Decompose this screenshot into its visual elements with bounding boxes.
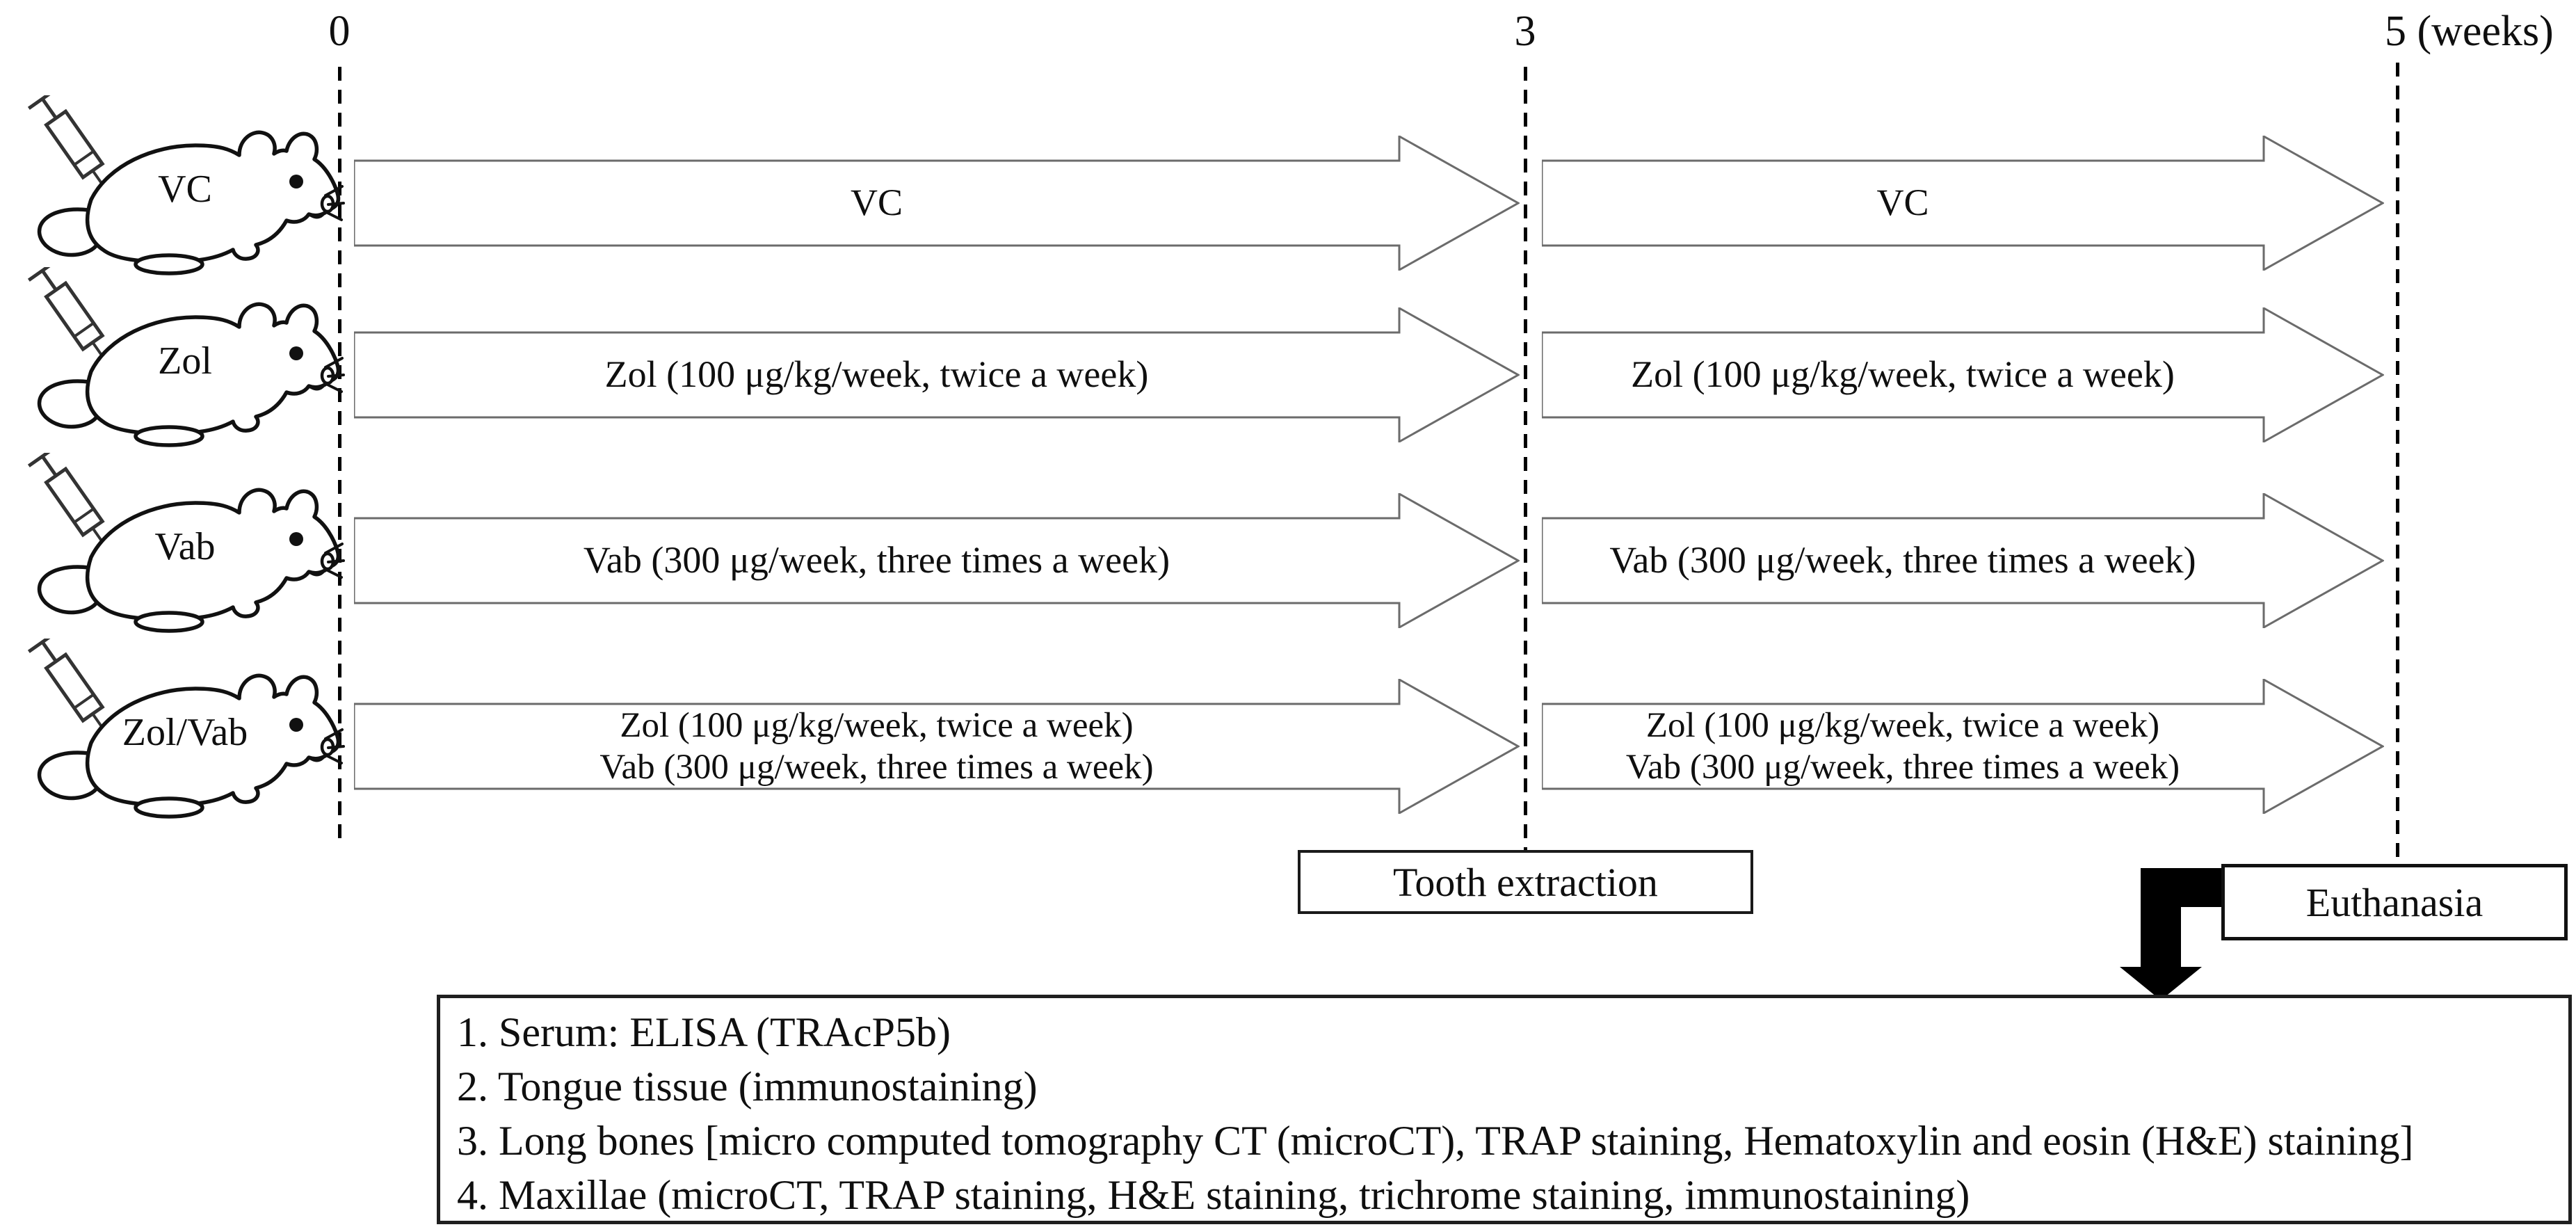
arrow-vc-phase1: VC: [354, 136, 1520, 271]
arrow-text: Vab (300 μg/week, three times a week): [599, 748, 1154, 787]
arrow-text: Zol (100 μg/kg/week, twice a week): [1645, 705, 2160, 745]
analysis-item-tongue: 2. Tongue tissue (immunostaining): [457, 1064, 1038, 1109]
arrow-vab-phase1: Vab (300 μg/week, three times a week): [354, 493, 1520, 628]
arrow-zol-phase2: Zol (100 μg/kg/week, twice a week): [1542, 307, 2384, 442]
arrow-zolvab-phase1: Zol (100 μg/kg/week, twice a week) Vab (…: [354, 679, 1520, 814]
group-label-zolvab: Zol/Vab: [122, 711, 248, 754]
analyses-box: 1. Serum: ELISA (TRAcP5b) 2. Tongue tiss…: [437, 995, 2572, 1224]
analysis-item-maxillae: 4. Maxillae (microCT, TRAP staining, H&E…: [457, 1172, 1970, 1218]
down-elbow-arrow: [2120, 868, 2232, 1000]
mouse-zol: Zol: [4, 267, 345, 469]
right-block-arrow: [1542, 136, 2384, 271]
arrow-text: Vab (300 μg/week, three times a week): [583, 539, 1170, 582]
timeline-week0-label: 0: [328, 8, 351, 55]
arrow-zol-phase1: Zol (100 μg/kg/week, twice a week): [354, 307, 1520, 442]
arrow-text: VC: [1876, 182, 1929, 224]
arrow-text: Vab (300 μg/week, three times a week): [1625, 748, 2180, 787]
dashed-line-week3: [1524, 67, 1527, 851]
analysis-item-long-bones: 3. Long bones [micro computed tomography…: [457, 1118, 2414, 1164]
right-block-arrow: [354, 679, 1520, 814]
arrow-text: Zol (100 μg/kg/week, twice a week): [1631, 353, 2175, 396]
arrow-vab-phase2: Vab (300 μg/week, three times a week): [1542, 493, 2384, 628]
arrow-text: Zol (100 μg/kg/week, twice a week): [604, 353, 1149, 396]
analysis-item-serum: 1. Serum: ELISA (TRAcP5b): [457, 1009, 951, 1055]
right-block-arrow: [354, 493, 1520, 628]
mouse-zolvab: Zol/Vab: [4, 639, 345, 840]
right-block-arrow: [1542, 493, 2384, 628]
group-label-vc: VC: [158, 168, 212, 211]
dashed-line-week5: [2396, 63, 2399, 865]
arrow-zolvab-phase2: Zol (100 μg/kg/week, twice a week) Vab (…: [1542, 679, 2384, 814]
right-block-arrow: [354, 136, 1520, 271]
timeline-week5-label: 5 (weeks): [2385, 8, 2554, 55]
arrow-text: VC: [850, 182, 903, 224]
arrow-text: Zol (100 μg/kg/week, twice a week): [620, 705, 1134, 745]
tooth-extraction-box: Tooth extraction: [1298, 850, 1753, 914]
right-block-arrow: [1542, 679, 2384, 814]
timeline-week3-label: 3: [1514, 8, 1536, 55]
arrow-vc-phase2: VC: [1542, 136, 2384, 271]
euthanasia-label: Euthanasia: [2305, 879, 2484, 925]
tooth-extraction-label: Tooth extraction: [1393, 859, 1658, 905]
euthanasia-box: Euthanasia: [2221, 864, 2568, 940]
group-label-zol: Zol: [158, 339, 212, 383]
dashed-line-week0: [338, 67, 341, 842]
right-block-arrow: [354, 307, 1520, 442]
group-label-vab: Vab: [154, 525, 216, 568]
mouse-vab: Vab: [4, 453, 345, 655]
mouse-vc: VC: [4, 95, 345, 297]
right-block-arrow: [1542, 307, 2384, 442]
arrow-text: Vab (300 μg/week, three times a week): [1609, 539, 2196, 582]
